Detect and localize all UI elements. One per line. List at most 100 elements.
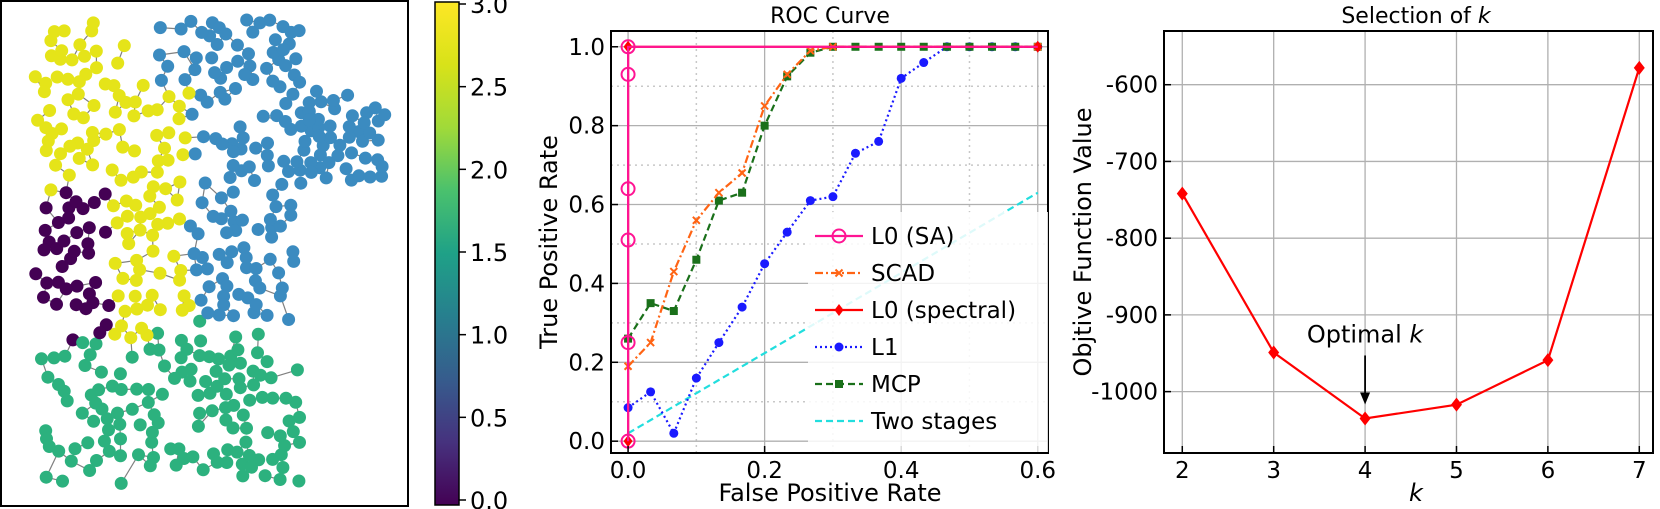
network-node: [222, 358, 236, 372]
network-node: [251, 223, 265, 236]
roc-point: [738, 188, 747, 197]
network-node: [293, 410, 306, 424]
roc-point: [834, 342, 844, 352]
network-node: [212, 352, 225, 366]
network-node: [202, 280, 216, 294]
network-node: [235, 213, 249, 227]
network-node: [345, 109, 359, 123]
network-node: [102, 423, 115, 437]
network-node: [174, 22, 188, 36]
network-node: [68, 442, 82, 456]
network-node: [210, 455, 224, 469]
selection-point: [1542, 353, 1554, 368]
network-node: [276, 461, 290, 474]
network-node: [273, 219, 287, 233]
network-node: [194, 293, 208, 307]
network-node: [173, 212, 186, 226]
network-node: [282, 165, 295, 178]
network-node: [314, 95, 328, 109]
network-node: [191, 419, 205, 433]
network-node: [200, 262, 214, 276]
network-node: [263, 213, 277, 226]
network-node: [265, 230, 279, 244]
network-node: [55, 260, 69, 273]
network-node: [245, 460, 258, 474]
network-node: [254, 368, 267, 382]
network-node: [61, 93, 75, 107]
network-node: [269, 200, 283, 214]
network-node: [287, 254, 301, 268]
selection-ytick-label: -900: [1106, 303, 1158, 329]
network-node: [261, 426, 275, 440]
network-node: [86, 16, 100, 30]
network-node: [141, 395, 155, 409]
network-node: [51, 216, 65, 229]
network-node: [358, 151, 372, 165]
selection-xlabel: k: [1409, 479, 1424, 507]
network-node: [231, 343, 245, 357]
network-node: [290, 155, 304, 169]
network-node: [90, 61, 103, 75]
network-node: [322, 156, 336, 170]
network-node: [249, 262, 263, 275]
network-node: [145, 435, 159, 449]
annotation-label: Optimal k: [1307, 320, 1425, 348]
network-node: [133, 223, 147, 237]
selection-point: [1359, 411, 1371, 426]
network-node: [217, 298, 231, 312]
network-nodes: [28, 13, 392, 490]
network-node: [220, 279, 234, 293]
network-node: [129, 273, 143, 287]
network-node: [310, 84, 323, 98]
roc-ytick-label: 0.6: [568, 193, 605, 219]
network-node: [323, 119, 337, 133]
network-node: [128, 144, 141, 158]
network-node: [279, 97, 293, 110]
selection-title-italic: k: [1478, 4, 1492, 29]
network-node: [357, 116, 371, 130]
network-node: [130, 382, 144, 396]
network-node: [212, 247, 226, 261]
network-node: [289, 52, 303, 66]
network-node: [191, 388, 205, 402]
network-node: [186, 450, 200, 464]
network-node: [49, 158, 63, 172]
network-node: [188, 147, 202, 161]
network-node: [150, 128, 164, 142]
network-node: [161, 153, 175, 167]
network-node: [226, 185, 240, 199]
network-node: [178, 73, 192, 87]
network-node: [52, 444, 66, 458]
network-node: [189, 51, 203, 65]
network-node: [70, 279, 84, 293]
roc-chart: ROC Curve 0.0 0.2 0.4 0.6 0.0 0.2 0.4 0.6 0.8 1.0…: [535, 4, 1056, 507]
network-node: [294, 176, 308, 190]
network-node: [114, 173, 128, 187]
network-node: [273, 473, 287, 486]
network-node: [114, 476, 128, 490]
network-node: [142, 383, 155, 396]
network-node: [226, 159, 240, 172]
network-node: [97, 434, 111, 448]
network-node: [256, 109, 270, 123]
selection-point: [1450, 397, 1462, 412]
network-node: [237, 241, 251, 255]
network-node: [153, 266, 167, 280]
network-node: [159, 182, 173, 196]
network-node: [93, 326, 107, 340]
network-node: [226, 145, 240, 159]
network-frame: [0, 0, 409, 507]
network-node: [130, 302, 144, 316]
network-node: [183, 374, 197, 388]
network-node: [41, 370, 55, 384]
roc-series: [620, 39, 1043, 449]
network-node: [193, 349, 207, 363]
network-node: [378, 108, 392, 122]
network-node: [135, 321, 149, 335]
network-node: [61, 72, 75, 86]
network-node: [111, 56, 125, 70]
network-node: [239, 251, 253, 264]
network-node: [206, 209, 220, 223]
network-node: [363, 170, 377, 184]
network-node: [63, 139, 77, 153]
